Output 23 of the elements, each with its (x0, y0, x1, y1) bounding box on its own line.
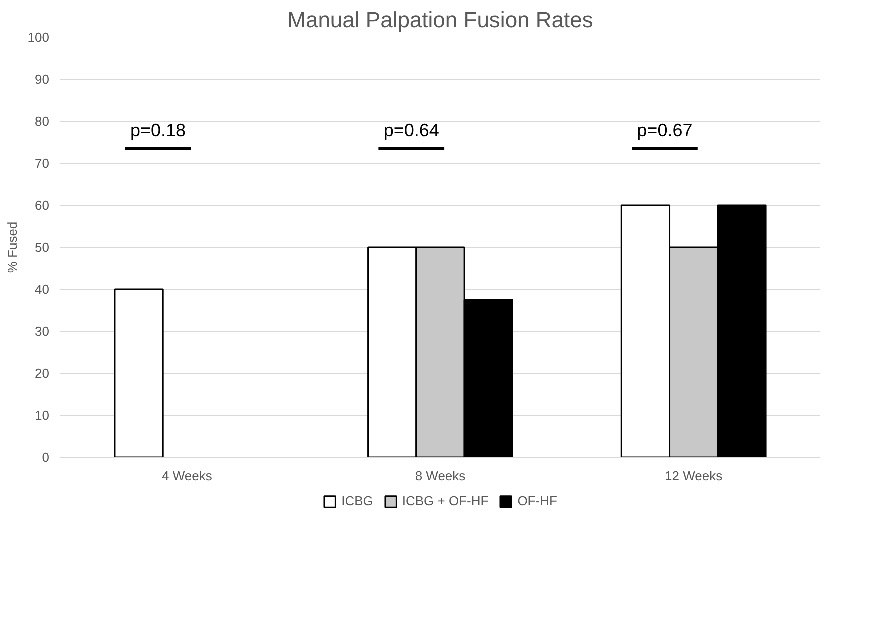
y-tick-label: 80 (35, 114, 50, 129)
y-tick-label: 40 (35, 282, 50, 297)
y-tick-label: 30 (35, 324, 50, 339)
legend-label: ICBG (342, 494, 374, 508)
chart-title: Manual Palpation Fusion Rates (288, 8, 594, 32)
annotation: p=0.64 (384, 120, 440, 140)
legend-label: ICBG + OF-HF (402, 494, 489, 508)
y-tick-label: 10 (35, 408, 50, 423)
annotation: p=0.18 (130, 120, 186, 140)
bar (114, 288, 164, 458)
legend-label: OF-HF (518, 494, 558, 508)
x-tick-label: 4 Weeks (162, 468, 213, 484)
x-tick-label: 12 Weeks (665, 468, 724, 484)
y-tick-label: 70 (35, 156, 50, 171)
y-tick-label: 60 (35, 198, 50, 213)
annotation: p=0.67 (637, 120, 693, 140)
y-tick-label: 20 (35, 366, 50, 381)
x-tick-label: 8 Weeks (415, 468, 466, 484)
y-tick-label: 50 (35, 240, 50, 255)
y-tick-label: 0 (42, 450, 50, 465)
y-tick-label: 100 (28, 30, 50, 45)
y-tick-label: 90 (35, 72, 50, 87)
y-axis-title: % Fused (4, 222, 20, 274)
